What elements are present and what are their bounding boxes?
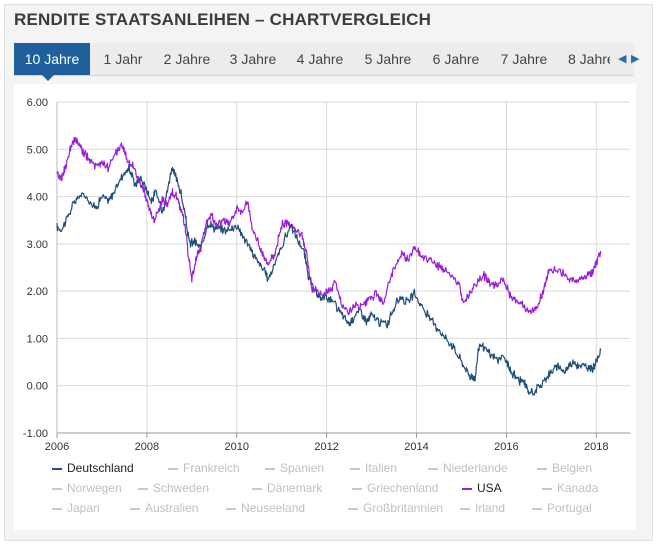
legend-item-norwegen[interactable]: Norwegen (52, 479, 122, 497)
grid-lines (56, 101, 630, 434)
x-tick-label: 2006 (45, 441, 69, 453)
y-tick-label: 3.00 (27, 239, 48, 251)
tab-strip: 10 Jahre 1 Jahr 2 Jahre 3 Jahre 4 Jahre … (14, 43, 610, 75)
legend-label: Italien (365, 461, 398, 475)
legend-item-australien[interactable]: Australien (130, 499, 198, 517)
tab-7-jahre[interactable]: 7 Jahre (500, 51, 548, 67)
x-tick-labels: 2006 2008 2010 2012 2014 2016 2018 (45, 441, 609, 453)
series-line-deutschland (56, 163, 602, 396)
legend-item-usa[interactable]: USA (462, 479, 502, 497)
legend-swatch (348, 507, 358, 510)
page-title: RENDITE STAATSANLEIHEN – CHARTVERGLEICH (14, 10, 432, 29)
legend-label: Schweden (153, 481, 210, 495)
tab-10-jahre[interactable]: 10 Jahre (14, 43, 90, 75)
chart-area (14, 84, 636, 530)
time-range-tabs: 10 Jahre 1 Jahr 2 Jahre 3 Jahre 4 Jahre … (14, 43, 639, 76)
x-tick-label: 2014 (404, 441, 428, 453)
tabs-next-arrow-icon[interactable]: ▶ (631, 53, 640, 65)
legend-swatch (460, 507, 470, 510)
x-tick-label: 2016 (494, 441, 518, 453)
legend-label: Deutschland (67, 461, 134, 475)
legend-label: Australien (145, 501, 199, 515)
active-tab-caret (42, 75, 54, 81)
legend-label: Norwegen (67, 481, 122, 495)
legend-label: Großbritannien (363, 501, 444, 515)
y-tick-label: 5.00 (27, 144, 48, 156)
legend-swatch (52, 487, 62, 490)
legend-label: Belgien (552, 461, 593, 475)
legend-label: Spanien (280, 461, 325, 475)
legend-label: Niederlande (443, 461, 508, 475)
legend-item-frankreich[interactable]: Frankreich (168, 459, 240, 477)
legend-swatch (226, 507, 236, 510)
tab-1-jahr[interactable]: 1 Jahr (103, 51, 143, 67)
legend-label: Japan (67, 501, 100, 515)
legend-item-irland[interactable]: Irland (460, 499, 505, 517)
x-tick-label: 2018 (584, 441, 608, 453)
legend-label: Griechenland (367, 481, 439, 495)
y-tick-label: 2.00 (27, 286, 48, 298)
legend-swatch (252, 487, 262, 490)
legend-item-schweden[interactable]: Schweden (138, 479, 209, 497)
legend-label: USA (477, 481, 502, 495)
legend-item-neuseeland[interactable]: Neuseeland (226, 499, 305, 517)
legend-label: Irland (475, 501, 506, 515)
tab-8-jahre[interactable]: 8 Jahre (568, 51, 610, 67)
y-tick-label: 4.00 (27, 192, 48, 204)
legend-swatch (532, 507, 542, 510)
legend-item-niederlande[interactable]: Niederlande (428, 459, 508, 477)
legend-swatch (138, 487, 148, 490)
legend-item-portugal[interactable]: Portugal (532, 499, 592, 517)
legend-swatch (52, 507, 62, 510)
tab-5-jahre[interactable]: 5 Jahre (364, 51, 412, 67)
legend-swatch (52, 467, 62, 470)
legend-swatch (428, 467, 438, 470)
legend-item-italien[interactable]: Italien (350, 459, 397, 477)
tab-4-jahre[interactable]: 4 Jahre (296, 51, 344, 67)
legend-swatch (542, 487, 552, 490)
legend-swatch (130, 507, 140, 510)
legend-item-griechenland[interactable]: Griechenland (352, 479, 438, 497)
legend-label: Neuseeland (241, 501, 306, 515)
tab-6-jahre[interactable]: 6 Jahre (432, 51, 480, 67)
tabs-prev-arrow-icon[interactable]: ◀ (618, 53, 627, 65)
y-tick-label: -1.00 (23, 428, 48, 440)
legend-swatch (462, 487, 472, 490)
x-tick-label: 2008 (135, 441, 159, 453)
chart-legend: Deutschland Frankreich Spanien Italien Niede… (52, 459, 632, 529)
y-tick-label: 6.00 (27, 97, 48, 109)
y-tick-label: 0.00 (27, 381, 48, 393)
x-tick-label: 2012 (314, 441, 338, 453)
legend-item-spanien[interactable]: Spanien (265, 459, 324, 477)
axes (56, 102, 630, 438)
legend-label: Frankreich (183, 461, 240, 475)
tab-3-jahre[interactable]: 3 Jahre (229, 51, 277, 67)
y-tick-labels: 6.00 5.00 4.00 3.00 2.00 1.00 0.00 -1.00 (23, 97, 48, 440)
legend-swatch (537, 467, 547, 470)
legend-label: Dänemark (267, 481, 323, 495)
legend-item-gro-britannien[interactable]: Großbritannien (348, 499, 443, 517)
series-lines (56, 136, 602, 396)
legend-item-deutschland[interactable]: Deutschland (52, 459, 134, 477)
tab-2-jahre[interactable]: 2 Jahre (163, 51, 211, 67)
x-tick-label: 2010 (225, 441, 249, 453)
legend-swatch (265, 467, 275, 470)
series-line-usa (56, 136, 602, 316)
legend-label: Kanada (557, 481, 599, 495)
y-tick-label: 1.00 (27, 333, 48, 345)
legend-label: Portugal (547, 501, 592, 515)
legend-swatch (168, 467, 178, 470)
legend-item-d-nemark[interactable]: Dänemark (252, 479, 322, 497)
legend-swatch (350, 467, 360, 470)
legend-swatch (352, 487, 362, 490)
legend-item-belgien[interactable]: Belgien (537, 459, 592, 477)
legend-item-kanada[interactable]: Kanada (542, 479, 598, 497)
legend-item-japan[interactable]: Japan (52, 499, 100, 517)
